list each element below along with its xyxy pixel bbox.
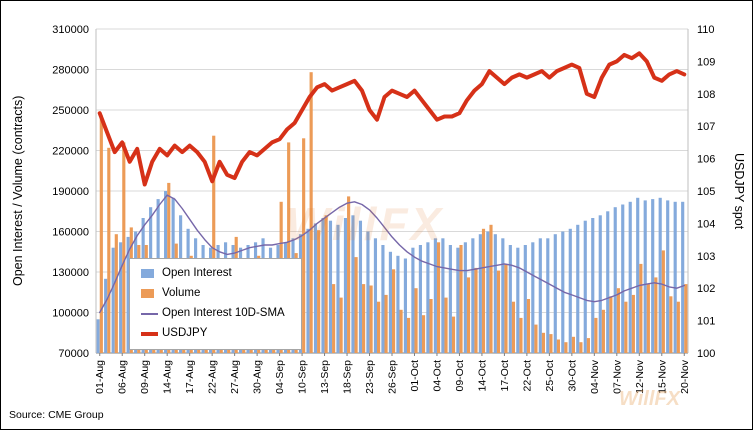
svg-text:109: 109	[697, 56, 715, 68]
svg-text:01-Oct: 01-Oct	[409, 360, 421, 392]
legend-label-open-interest: Open Interest	[162, 267, 232, 279]
legend-label-usdjpy: USDJPY	[162, 327, 208, 339]
svg-text:310000: 310000	[52, 24, 89, 36]
svg-text:102: 102	[697, 283, 715, 295]
svg-text:25-Oct: 25-Oct	[544, 360, 556, 392]
svg-text:23-Sep: 23-Sep	[364, 360, 376, 394]
svg-text:18-Sep: 18-Sep	[342, 360, 354, 394]
svg-text:103: 103	[697, 251, 715, 263]
svg-text:220000: 220000	[52, 146, 89, 158]
svg-text:10-Sep: 10-Sep	[297, 360, 309, 394]
source-note: Source: CME Group	[9, 409, 104, 421]
svg-text:27-Aug: 27-Aug	[229, 360, 241, 394]
svg-text:04-Nov: 04-Nov	[589, 359, 601, 394]
legend-item-open-interest: Open Interest	[141, 266, 285, 281]
svg-text:280000: 280000	[52, 65, 89, 77]
legend-item-usdjpy: USDJPY	[141, 326, 285, 341]
svg-text:70000: 70000	[58, 348, 89, 360]
svg-text:190000: 190000	[52, 186, 89, 198]
svg-text:22-Oct: 22-Oct	[521, 360, 533, 392]
legend: Open Interest Volume Open Interest 10D-S…	[129, 258, 302, 350]
open-interest-swatch	[141, 269, 154, 278]
svg-text:09-Oct: 09-Oct	[454, 360, 466, 392]
svg-text:14-Oct: 14-Oct	[476, 360, 488, 392]
svg-text:17-Aug: 17-Aug	[184, 360, 196, 394]
svg-text:100000: 100000	[52, 308, 89, 320]
svg-text:07-Nov: 07-Nov	[611, 359, 623, 394]
svg-text:13-Sep: 13-Sep	[319, 360, 331, 394]
svg-text:108: 108	[697, 89, 715, 101]
svg-text:01-Aug: 01-Aug	[94, 360, 106, 394]
svg-text:14-Aug: 14-Aug	[162, 360, 174, 394]
svg-text:15-Nov: 15-Nov	[656, 359, 668, 394]
svg-text:17-Oct: 17-Oct	[499, 360, 511, 392]
legend-label-volume: Volume	[162, 287, 201, 299]
usdjpy-swatch	[141, 331, 158, 336]
svg-text:09-Aug: 09-Aug	[139, 360, 151, 394]
svg-text:22-Aug: 22-Aug	[207, 360, 219, 394]
svg-text:20-Nov: 20-Nov	[679, 359, 691, 394]
svg-text:101: 101	[697, 316, 715, 328]
svg-text:26-Sep: 26-Sep	[387, 360, 399, 394]
right-axis-title: USDJPY spot	[732, 152, 746, 230]
svg-text:106: 106	[697, 154, 715, 166]
svg-text:30-Oct: 30-Oct	[566, 360, 578, 392]
svg-text:107: 107	[697, 121, 715, 133]
svg-text:110: 110	[697, 24, 715, 36]
svg-text:30-Aug: 30-Aug	[252, 360, 264, 394]
svg-text:104: 104	[697, 218, 715, 230]
legend-item-volume: Volume	[141, 286, 285, 301]
svg-text:105: 105	[697, 186, 715, 198]
svg-text:04-Oct: 04-Oct	[432, 360, 444, 392]
svg-text:12-Nov: 12-Nov	[634, 359, 646, 394]
svg-text:04-Sep: 04-Sep	[274, 360, 286, 394]
oi-sma-swatch	[141, 312, 158, 315]
svg-text:250000: 250000	[52, 105, 89, 117]
svg-text:06-Aug: 06-Aug	[117, 360, 129, 394]
svg-text:130000: 130000	[52, 267, 89, 279]
legend-item-oi-sma: Open Interest 10D-SMA	[141, 306, 285, 321]
legend-label-oi-sma: Open Interest 10D-SMA	[162, 307, 285, 319]
left-axis-title: Open Interest / Volume (contracts)	[11, 95, 25, 287]
volume-swatch	[141, 289, 154, 298]
svg-text:160000: 160000	[52, 227, 89, 239]
svg-text:100: 100	[697, 348, 715, 360]
